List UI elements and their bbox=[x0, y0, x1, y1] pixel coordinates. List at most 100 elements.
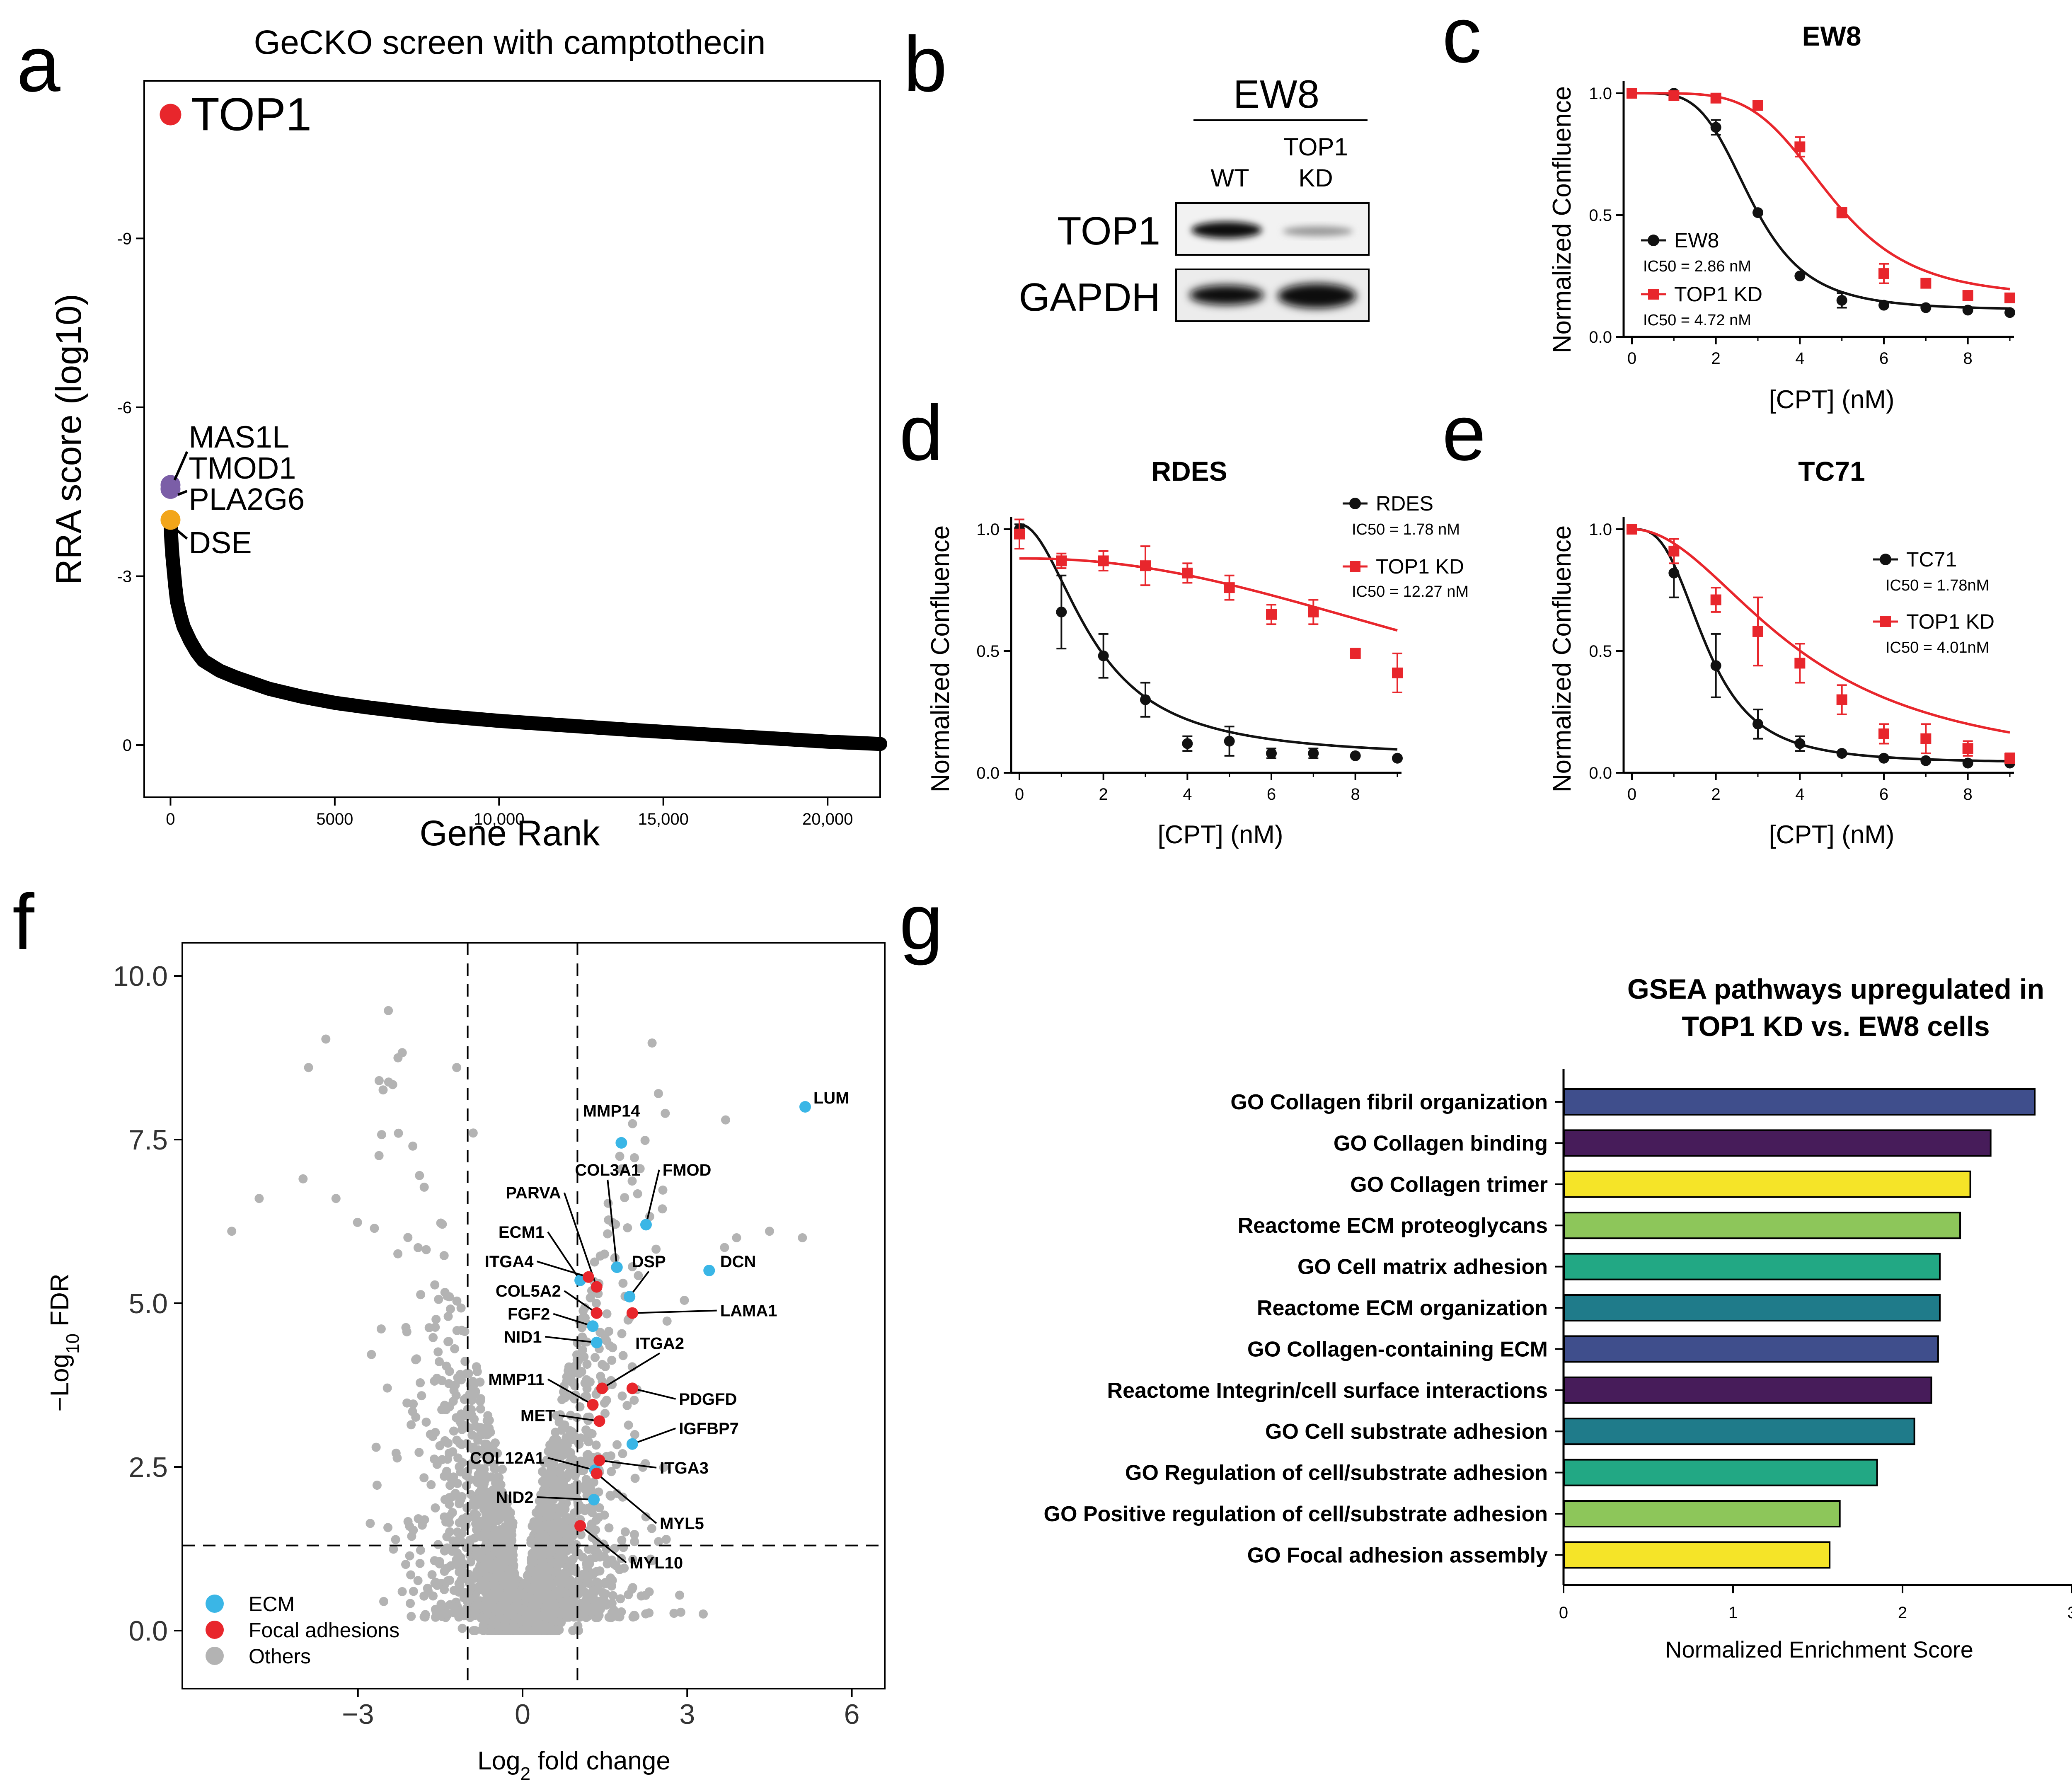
label-col5a2: COL5A2 bbox=[496, 1282, 561, 1300]
others-point bbox=[491, 1509, 501, 1519]
others-point bbox=[604, 1326, 614, 1336]
others-point bbox=[608, 1591, 618, 1600]
others-point bbox=[566, 1560, 575, 1569]
others-point bbox=[628, 1262, 637, 1271]
others-point bbox=[557, 1589, 566, 1598]
others-point bbox=[536, 1547, 546, 1556]
panel-d-y-axis-title: Normalized Confluence bbox=[926, 525, 955, 792]
point-mmp14 bbox=[615, 1137, 627, 1149]
others-point bbox=[547, 1542, 557, 1552]
others-point bbox=[569, 1482, 579, 1492]
others-point bbox=[640, 1136, 650, 1145]
others-point bbox=[440, 1471, 449, 1481]
data-point-0-7 bbox=[1920, 302, 1932, 313]
label-pla2g6: PLA2G6 bbox=[189, 482, 305, 516]
fit-curve-0 bbox=[1632, 92, 2010, 310]
others-point bbox=[595, 1552, 605, 1562]
bar-label-7: Reactome Integrin/cell surface interacti… bbox=[1107, 1379, 1548, 1403]
legend-label-top1kd-c: TOP1 KD bbox=[1674, 283, 1762, 306]
others-point bbox=[651, 1244, 661, 1254]
label-top1: TOP1 bbox=[191, 89, 312, 140]
others-point bbox=[573, 1577, 582, 1587]
y-tick-label-1: -3 bbox=[117, 567, 132, 586]
others-point bbox=[467, 1410, 477, 1420]
others-point bbox=[567, 1455, 577, 1464]
others-point bbox=[499, 1529, 508, 1538]
others-point bbox=[627, 1176, 637, 1186]
others-point bbox=[591, 1515, 601, 1525]
legend-marker-focal bbox=[206, 1621, 224, 1639]
others-point bbox=[618, 1278, 628, 1288]
y-tick-label-1: 2.5 bbox=[128, 1452, 168, 1483]
others-point bbox=[592, 1537, 601, 1546]
others-point bbox=[564, 1529, 573, 1539]
panel-d-legend: RDES IC50 = 1.78 nM TOP1 KD IC50 = 12.27… bbox=[1343, 492, 1469, 600]
point-itga2 bbox=[596, 1382, 608, 1394]
others-point bbox=[460, 1327, 470, 1336]
others-point bbox=[437, 1405, 447, 1414]
others-point bbox=[427, 1570, 437, 1580]
others-point bbox=[487, 1532, 496, 1541]
panel-e-y-axis-title: Normalized Confluence bbox=[1548, 525, 1576, 792]
others-point bbox=[628, 1119, 637, 1128]
legend-marker-tc71 bbox=[1880, 554, 1891, 565]
others-point bbox=[600, 1408, 610, 1418]
others-point bbox=[417, 1391, 426, 1401]
others-point bbox=[630, 1537, 639, 1546]
others-point bbox=[587, 1429, 597, 1438]
volcano-frame bbox=[182, 942, 886, 1689]
others-point bbox=[488, 1443, 498, 1452]
y-tick-label-1: 0.5 bbox=[1589, 642, 1612, 661]
panel-g-title-line1: GSEA pathways upregulated in bbox=[1627, 973, 2044, 1005]
data-point-1-6 bbox=[1878, 728, 1889, 739]
others-point bbox=[634, 1271, 643, 1280]
label-col3a1: COL3A1 bbox=[575, 1161, 640, 1179]
others-point bbox=[577, 1367, 586, 1377]
label-lama1: LAMA1 bbox=[720, 1302, 777, 1320]
others-point bbox=[617, 1535, 627, 1545]
others-point bbox=[498, 1464, 507, 1474]
others-point bbox=[439, 1251, 449, 1260]
others-point bbox=[593, 1597, 602, 1606]
others-point bbox=[421, 1417, 431, 1427]
leader-nid1 bbox=[545, 1336, 597, 1343]
others-point bbox=[440, 1495, 450, 1504]
x-tick-label-0: 0 bbox=[1015, 785, 1024, 803]
others-point bbox=[602, 1396, 611, 1405]
panel-c-legend: EW8 IC50 = 2.86 nM TOP1 KD IC50 = 4.72 n… bbox=[1641, 229, 1762, 329]
others-point bbox=[574, 1626, 583, 1635]
legend-label-top1kd-e: TOP1 KD bbox=[1906, 610, 1995, 633]
panel-d: d RDES 0 2 4 6 8 0.0 0.5 1.0 RDES IC50 = 1.78 n… bbox=[899, 389, 1469, 849]
others-point bbox=[493, 1537, 502, 1547]
bar-label-5: Reactome ECM organization bbox=[1257, 1296, 1548, 1320]
others-point bbox=[515, 1615, 524, 1624]
others-point bbox=[487, 1472, 496, 1482]
others-point bbox=[446, 1304, 455, 1314]
panel-g-x-axis-title: Normalized Enrichment Score bbox=[1665, 1636, 1973, 1663]
others-point bbox=[467, 1460, 476, 1470]
others-point bbox=[499, 1503, 508, 1513]
others-point bbox=[557, 1618, 566, 1627]
others-point bbox=[374, 1076, 384, 1085]
fit-curve-0 bbox=[1019, 523, 1398, 751]
others-point bbox=[433, 1347, 443, 1357]
x-tick-label-2: 4 bbox=[1795, 785, 1804, 803]
others-point bbox=[469, 1626, 478, 1635]
highlight-point-pla2g6 bbox=[160, 510, 181, 530]
others-point bbox=[476, 1580, 485, 1590]
others-point bbox=[798, 1233, 807, 1242]
panel-e-title: TC71 bbox=[1798, 456, 1865, 486]
panel-a-x-axis-title: Gene Rank bbox=[419, 813, 600, 853]
others-point bbox=[602, 1309, 612, 1319]
others-point bbox=[441, 1517, 450, 1527]
leader-fgf2 bbox=[553, 1313, 593, 1327]
data-point-0-1 bbox=[1668, 567, 1680, 578]
others-point bbox=[450, 1344, 460, 1353]
others-point bbox=[462, 1543, 471, 1552]
point-dsp bbox=[624, 1291, 636, 1303]
others-point bbox=[615, 1152, 625, 1161]
panel-a-ticks: 0 5000 10,000 15,000 20,000 0 -3 -6 -9 bbox=[117, 230, 853, 828]
panel-f-legend: ECM Focal adhesions Others bbox=[206, 1592, 399, 1668]
legend-marker-ecm bbox=[206, 1595, 224, 1613]
bar-label-2: GO Collagen trimer bbox=[1350, 1173, 1548, 1197]
